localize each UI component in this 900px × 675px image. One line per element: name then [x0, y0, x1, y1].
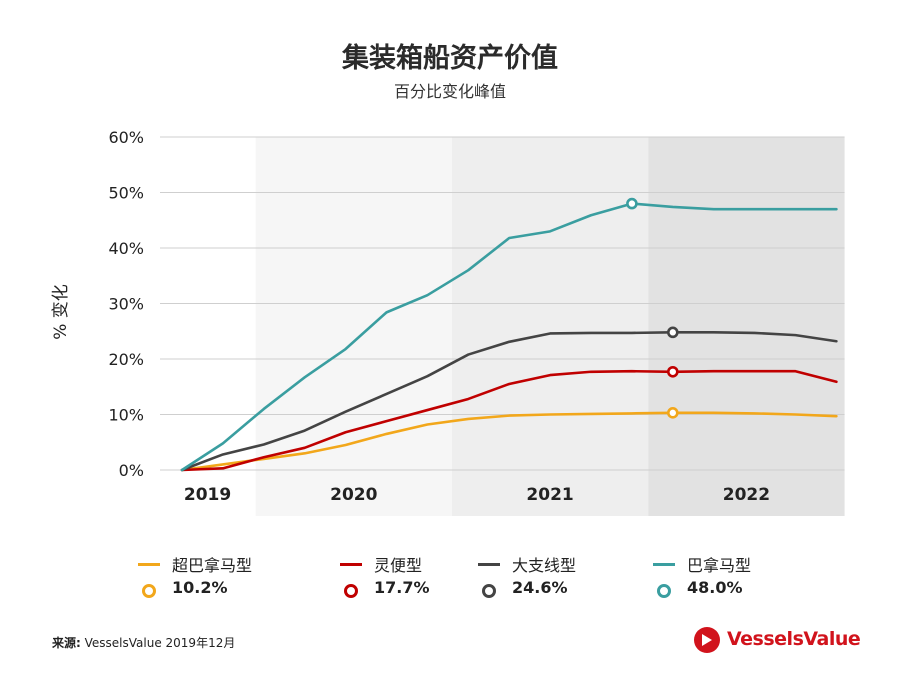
brand-name: VesselsValue [727, 628, 861, 650]
y-tick-label: 10% [108, 406, 144, 425]
series-line-0 [180, 411, 838, 472]
peak-marker-2 [666, 326, 679, 339]
peak-marker-0 [666, 407, 679, 419]
legend-peak-marker [344, 584, 358, 598]
series-line-1 [180, 369, 838, 472]
y-tick-label: 50% [108, 184, 144, 203]
x-tick-label: 2020 [330, 485, 377, 505]
legend-line-swatch [340, 563, 362, 566]
legend-series-name: 灵便型 [374, 556, 423, 575]
y-tick-label: 40% [108, 239, 144, 258]
y-tick-label: 20% [108, 350, 144, 369]
legend-peak-value: 10.2% [172, 578, 228, 597]
legend-peak-value: 17.7% [374, 578, 430, 597]
y-tick-label: 0% [119, 461, 144, 480]
series-line-3 [180, 202, 838, 472]
legend-peak-marker [482, 584, 496, 598]
legend-line-swatch [138, 563, 160, 566]
chart-title: 集装箱船资产价值 [342, 43, 558, 74]
x-tick-label: 2021 [526, 485, 573, 505]
year-band-2022 [648, 137, 845, 516]
vesselsvalue-logo-icon [694, 627, 720, 653]
source-note: 来源: VesselsValue 2019年12月 [52, 634, 235, 651]
y-axis-label: % 变化 [51, 284, 71, 340]
legend-peak-marker [142, 584, 156, 598]
x-tick-label: 2019 [184, 485, 231, 505]
legend-line-swatch [478, 563, 500, 566]
year-band-2021 [451, 137, 649, 516]
line-chart: 2019 2020 2021 2022 0% 10% 20% 30% 40% 50% 60% % 变化 [51, 128, 845, 516]
legend-peak-marker [657, 584, 671, 598]
legend-series-name: 大支线型 [512, 556, 577, 575]
peak-marker-1 [666, 365, 679, 378]
legend-peak-value: 24.6% [512, 578, 568, 597]
x-tick-label: 2022 [723, 485, 770, 505]
legend-series-name: 巴拿马型 [687, 556, 752, 575]
source-label: 来源: [52, 636, 81, 650]
y-tick-label: 30% [108, 295, 144, 314]
year-band-2020 [255, 137, 452, 516]
chart-subtitle: 百分比变化峰值 [393, 82, 506, 101]
source-text: VesselsValue 2019年12月 [80, 636, 236, 650]
legend-peak-value: 48.0% [687, 578, 743, 597]
series-line-2 [180, 331, 838, 472]
legend-line-swatch [653, 563, 675, 566]
y-tick-label: 60% [108, 128, 144, 147]
peak-marker-3 [626, 197, 638, 210]
legend-series-name: 超巴拿马型 [172, 556, 253, 575]
